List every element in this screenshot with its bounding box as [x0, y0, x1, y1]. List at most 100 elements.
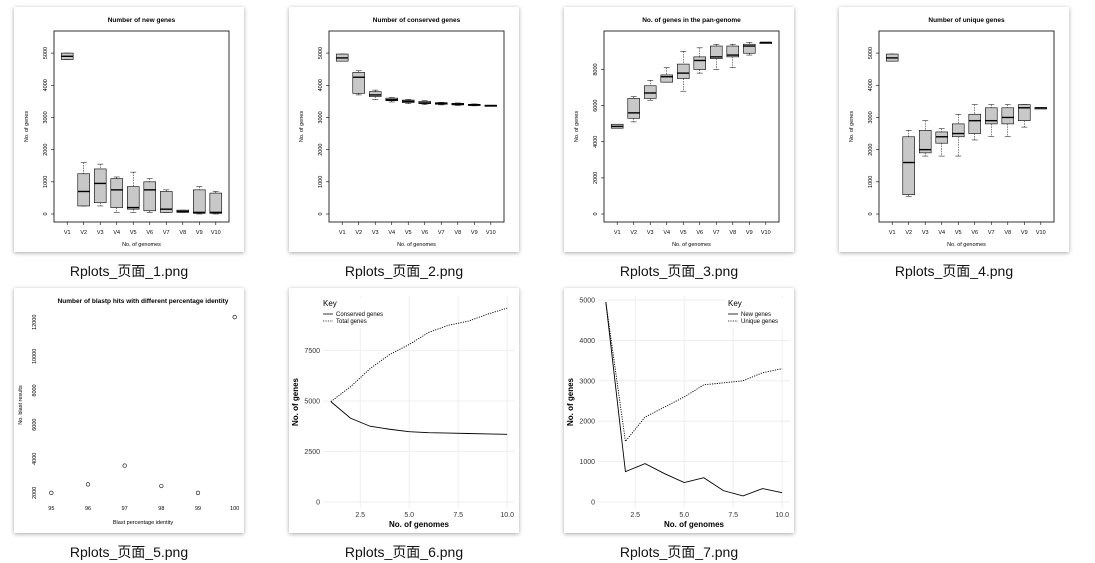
thumbnail-1-filename[interactable]: Rplots_页面_1.png [69, 263, 189, 279]
x-tick-label: 2.5 [355, 512, 365, 519]
y-tick-label: 3000 [318, 111, 324, 123]
thumbnail-4[interactable]: Number of unique genes 0 1000 2000 3000 4000 5… [839, 7, 1069, 252]
legend-label: New genes [741, 312, 771, 318]
box [77, 173, 90, 207]
y-tick-label: 2000 [32, 487, 38, 499]
y-axis-label: No. of genes [291, 377, 300, 426]
x-tick-label: V6 [421, 230, 428, 236]
y-tick-label: 6000 [32, 418, 38, 430]
y-tick-label: 5000 [304, 398, 320, 405]
y-tick-label: 8000 [593, 63, 599, 75]
x-tick-label: V2 [905, 230, 912, 236]
box [160, 191, 173, 213]
chart-new-unique-genes: 2.5 5.0 7.5 10.0 0 1000 2000 3000 4000 5000 No. of… [566, 296, 790, 529]
thumbnail-4-filename[interactable]: Rplots_页面_4.png [894, 263, 1014, 279]
x-tick-label: V8 [454, 230, 461, 236]
x-tick-label: V7 [163, 230, 170, 236]
x-tick-label: V2 [80, 230, 87, 236]
y-tick-label: 1000 [43, 176, 49, 188]
y-tick-label: 3000 [43, 111, 49, 123]
y-tick-label: 2000 [868, 144, 874, 156]
x-tick-label: 10.0 [500, 512, 514, 519]
chart-number-of-unique-genes: Number of unique genes 0 1000 2000 3000 4000 5… [849, 17, 1055, 248]
y-tick-label: 3000 [579, 378, 595, 385]
box [677, 63, 690, 79]
series-line-new-genes [605, 302, 783, 497]
thumbnail-3-filename[interactable]: Rplots_页面_3.png [619, 263, 739, 279]
legend-box [726, 298, 790, 328]
x-tick-label: 2.5 [630, 512, 640, 519]
legend-box [321, 298, 385, 328]
x-tick-label: V10 [211, 230, 221, 236]
x-axis-label: No. of genomes [397, 242, 436, 248]
thumbnail-6[interactable]: 2.5 5.0 7.5 10.0 0 2500 5000 7500 No. of genomes… [289, 288, 519, 533]
data-point [232, 315, 237, 320]
x-tick-label: 5.0 [679, 512, 689, 519]
x-axis-label: Blast percentage identity [113, 520, 173, 526]
y-tick-label: 5000 [868, 47, 874, 59]
x-tick-label: 10.0 [775, 512, 789, 519]
thumbnail-7[interactable]: 2.5 5.0 7.5 10.0 0 1000 2000 3000 4000 5000 No. of… [564, 288, 794, 533]
y-tick-label: 4000 [593, 136, 599, 148]
x-tick-label: V4 [113, 230, 120, 236]
y-tick-label: 1000 [318, 176, 324, 188]
thumbnail-7-filename[interactable]: Rplots_页面_7.png [619, 544, 739, 560]
box [1001, 107, 1015, 125]
chart-blastp-hits: Number of blastp hits with different per… [18, 298, 239, 526]
plot-frame [328, 30, 505, 223]
x-tick-label: V5 [680, 230, 687, 236]
y-tick-label: 2000 [593, 172, 599, 184]
x-tick-label: V10 [761, 230, 771, 236]
x-axis-label: No. of genomes [122, 242, 161, 248]
y-tick-label: 4000 [32, 453, 38, 465]
y-tick-label: 5000 [318, 47, 324, 59]
x-tick-label: V9 [196, 230, 203, 236]
thumbnail-6-filename[interactable]: Rplots_页面_6.png [344, 544, 464, 560]
data-point [122, 463, 127, 468]
y-tick-label: 1000 [579, 459, 595, 466]
box [1018, 104, 1031, 121]
x-tick-label: V4 [388, 230, 395, 236]
x-tick-label: 5.0 [404, 512, 414, 519]
x-tick-label: V4 [663, 230, 670, 236]
legend-title: Key [323, 299, 337, 308]
thumbnail-1[interactable]: Number of new genes 0 1000 2000 3000 4000 5000… [14, 7, 244, 252]
x-tick-label: V7 [438, 230, 445, 236]
x-tick-label: 7.5 [453, 512, 463, 519]
x-tick-label: V4 [938, 230, 945, 236]
y-axis-label: No. of genes [24, 111, 30, 142]
box [643, 85, 657, 99]
y-tick-label: 2000 [318, 144, 324, 156]
series-line-unique-genes [605, 301, 783, 443]
y-tick-label: 1000 [868, 176, 874, 188]
x-tick-label: V1 [889, 230, 896, 236]
thumbnail-2-filename[interactable]: Rplots_页面_2.png [344, 263, 464, 279]
y-tick-label: 2000 [579, 419, 595, 426]
data-point [85, 482, 91, 487]
plot-frame [878, 30, 1055, 223]
y-tick-label: 0 [316, 499, 320, 506]
chart-number-of-new-genes: Number of new genes 0 1000 2000 3000 4000 5000… [24, 17, 230, 248]
chart-title: Number of blastp hits with different per… [58, 298, 229, 305]
plot-frame [53, 30, 230, 223]
thumbnail-5-filename[interactable]: Rplots_页面_5.png [69, 544, 189, 560]
x-tick-label: V5 [130, 230, 137, 236]
series-line-conserved-genes [330, 401, 508, 435]
y-tick-label: 0 [591, 499, 595, 506]
box [368, 91, 382, 97]
y-axis-label: No. of genes [849, 111, 855, 142]
box [968, 113, 981, 134]
x-tick-label: V7 [988, 230, 995, 236]
thumbnail-3[interactable]: No. of genes in the pan-genome 0 2000 4000 6… [564, 7, 794, 252]
thumbnail-2[interactable]: Number of conserved genes 0 1000 2000 3000 40… [289, 7, 519, 252]
chart-title: Number of unique genes [928, 17, 1005, 24]
data-point [49, 490, 54, 495]
box [93, 168, 107, 204]
box [143, 181, 156, 212]
y-tick-label: 8000 [32, 384, 38, 396]
x-tick-label: 97 [122, 506, 128, 512]
y-axis-label: No. of genes [574, 111, 580, 142]
box [693, 56, 706, 70]
box [952, 123, 965, 138]
thumbnail-5[interactable]: Number of blastp hits with different per… [14, 288, 244, 533]
